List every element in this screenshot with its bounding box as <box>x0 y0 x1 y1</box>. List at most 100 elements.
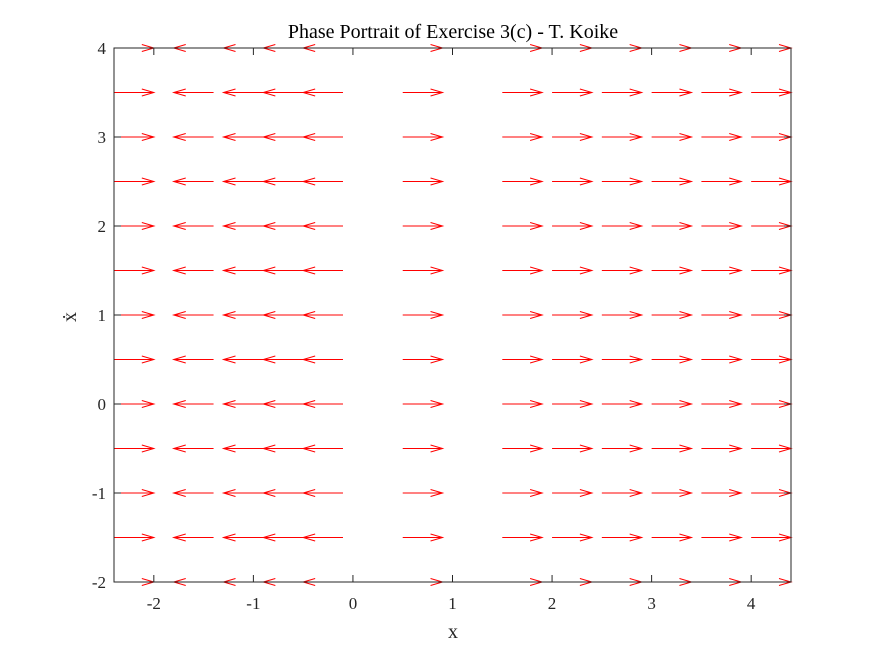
vector-arrow <box>552 88 594 97</box>
vector-arrow <box>221 88 264 97</box>
x-axis-label: x <box>448 621 458 643</box>
vector-arrow <box>552 444 594 453</box>
vector-arrow <box>114 88 156 97</box>
vector-arrow <box>402 400 445 408</box>
y-tick-label: 1 <box>98 306 107 325</box>
vector-arrow <box>651 355 694 364</box>
vector-arrow <box>502 222 544 230</box>
vector-arrow <box>601 266 644 275</box>
vector-arrow <box>301 266 343 275</box>
vector-arrow <box>502 489 544 497</box>
vector-arrow <box>261 222 304 230</box>
vector-arrow <box>601 133 644 141</box>
vector-arrow <box>114 266 156 275</box>
vector-arrow <box>502 444 544 453</box>
vector-arrow <box>651 222 694 230</box>
vector-arrow <box>171 311 214 319</box>
vector-arrow <box>301 355 343 364</box>
vector-arrow <box>701 177 744 186</box>
vector-arrow <box>261 355 304 364</box>
vector-arrow <box>701 400 744 408</box>
vector-arrow <box>261 444 304 453</box>
vector-arrow <box>751 177 793 186</box>
vector-arrow <box>114 444 156 453</box>
y-tick-label: -2 <box>92 573 106 592</box>
vector-arrow <box>502 400 544 408</box>
vector-arrow <box>502 133 544 141</box>
vector-arrow <box>301 88 343 97</box>
vector-arrow <box>114 355 156 364</box>
vector-arrow <box>261 266 304 275</box>
vector-arrow <box>402 222 445 230</box>
vector-arrow <box>301 177 343 186</box>
vector-arrow <box>701 133 744 141</box>
vector-arrow <box>751 266 793 275</box>
vector-arrow <box>261 133 304 141</box>
vector-arrow <box>701 444 744 453</box>
vector-arrow <box>651 133 694 141</box>
vector-arrow <box>701 222 744 230</box>
vector-arrow <box>261 311 304 319</box>
vector-arrow <box>601 533 644 542</box>
vector-arrow <box>301 533 343 542</box>
vector-arrow <box>651 489 694 497</box>
vector-arrow <box>301 222 343 230</box>
arrow-field <box>114 44 793 586</box>
x-tick-label: -2 <box>147 594 161 613</box>
vector-arrow <box>221 222 264 230</box>
vector-arrow <box>701 355 744 364</box>
y-tick-label: 3 <box>98 128 107 147</box>
vector-arrow <box>301 489 343 497</box>
vector-arrow <box>221 177 264 186</box>
vector-arrow <box>171 355 214 364</box>
vector-arrow <box>402 533 445 542</box>
y-tick-label: 0 <box>98 395 107 414</box>
vector-arrow <box>651 177 694 186</box>
vector-arrow <box>701 533 744 542</box>
vector-arrow <box>221 444 264 453</box>
vector-arrow <box>114 177 156 186</box>
x-axis-ticks: -2 -1 0 1 2 3 4 <box>147 48 756 613</box>
vector-arrow <box>171 400 214 408</box>
vector-arrow <box>651 400 694 408</box>
vector-arrow <box>502 533 544 542</box>
vector-arrow <box>751 444 793 453</box>
vector-arrow <box>301 133 343 141</box>
vector-arrow <box>301 400 343 408</box>
x-tick-label: -1 <box>246 594 260 613</box>
y-axis-ticks: -2 -1 0 1 2 3 4 <box>92 39 791 592</box>
vector-arrow <box>552 355 594 364</box>
vector-arrow <box>171 533 214 542</box>
vector-arrow <box>402 444 445 453</box>
vector-arrow <box>261 533 304 542</box>
vector-arrow <box>171 266 214 275</box>
vector-arrow <box>171 444 214 453</box>
vector-arrow <box>601 400 644 408</box>
vector-arrow <box>701 489 744 497</box>
vector-arrow <box>601 444 644 453</box>
vector-arrow <box>751 533 793 542</box>
vector-arrow <box>651 444 694 453</box>
vector-arrow <box>751 88 793 97</box>
vector-arrow <box>751 355 793 364</box>
vector-arrow <box>651 266 694 275</box>
vector-arrow <box>402 133 445 141</box>
vector-arrow <box>221 355 264 364</box>
vector-arrow <box>701 266 744 275</box>
vector-arrow <box>261 400 304 408</box>
vector-arrow <box>171 489 214 497</box>
vector-arrow <box>701 311 744 319</box>
y-tick-label: 2 <box>98 217 107 236</box>
vector-arrow <box>402 88 445 97</box>
vector-arrow <box>301 444 343 453</box>
vector-arrow <box>601 88 644 97</box>
vector-arrow <box>552 266 594 275</box>
vector-arrow <box>502 177 544 186</box>
vector-arrow <box>651 311 694 319</box>
vector-arrow <box>261 88 304 97</box>
vector-arrow <box>221 489 264 497</box>
vector-arrow <box>261 489 304 497</box>
x-tick-label: 0 <box>349 594 358 613</box>
vector-arrow <box>601 222 644 230</box>
